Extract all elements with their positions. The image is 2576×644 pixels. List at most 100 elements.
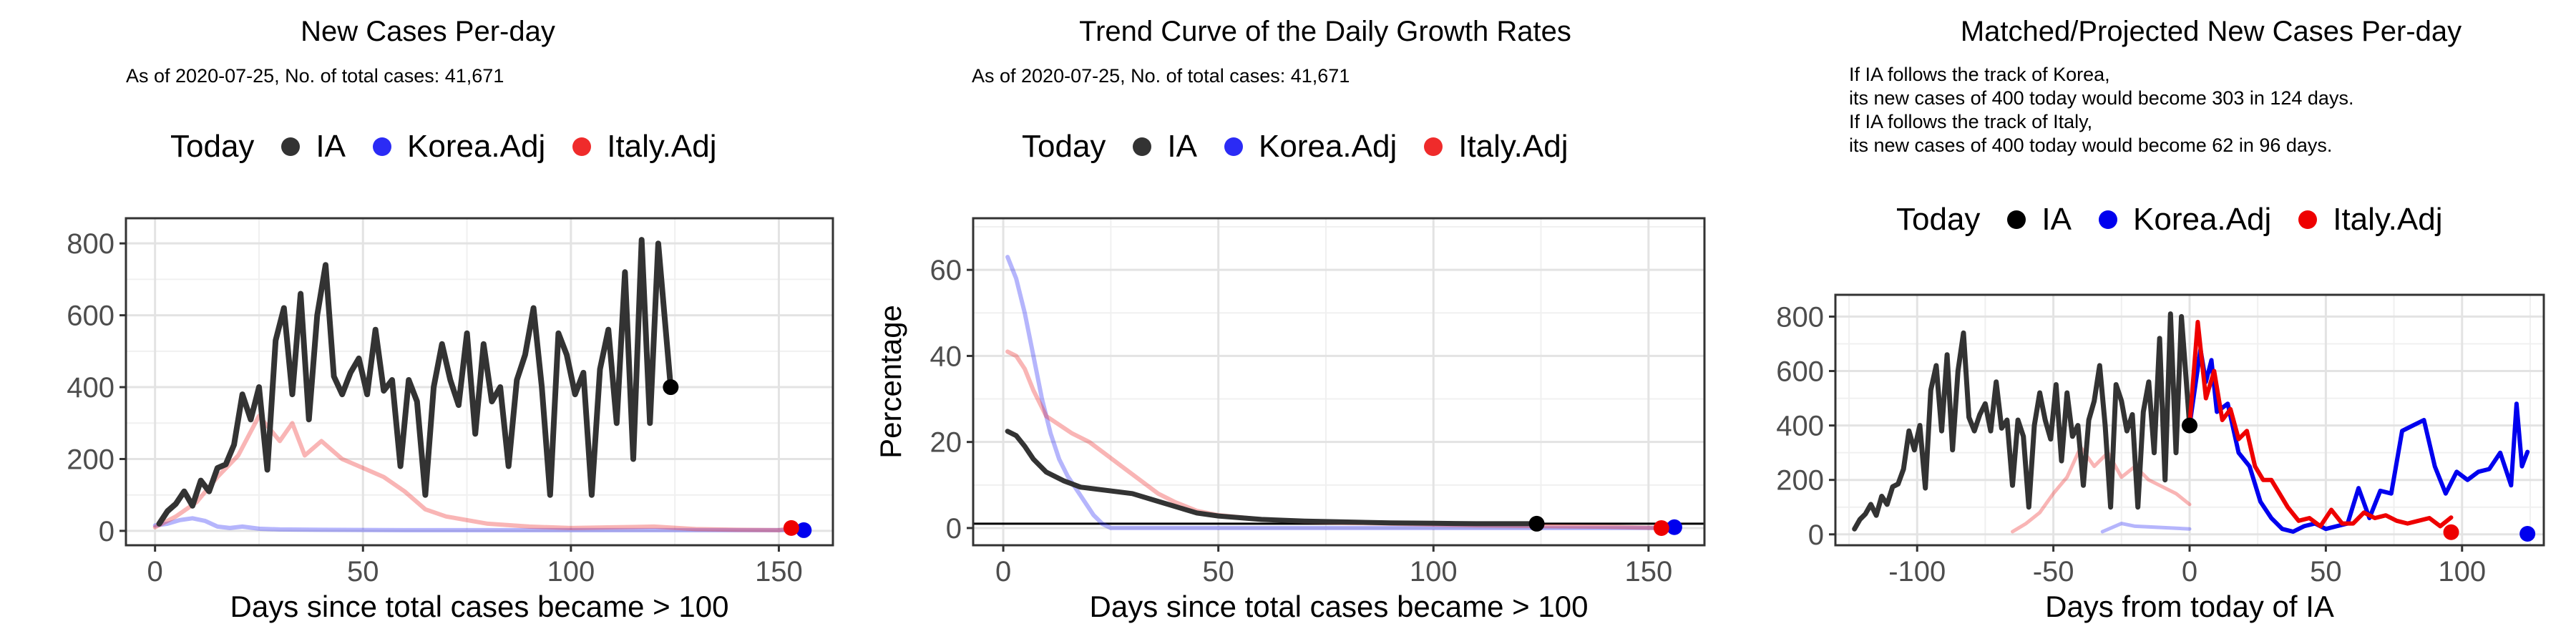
- subtitle-line: If IA follows the track of Korea,: [1849, 64, 2110, 85]
- legend-item-italy: Italy.Adj: [1414, 129, 1568, 165]
- legend-item-italy: Italy.Adj: [2288, 202, 2442, 238]
- y-tick-label: 40: [930, 341, 962, 372]
- legend-key-korea: [2099, 210, 2117, 229]
- legend-key-italy: [1424, 137, 1443, 156]
- x-tick-label: 0: [2182, 556, 2197, 587]
- legend-item-italy: Italy.Adj: [562, 129, 716, 165]
- legend-label-italy: Italy.Adj: [1458, 129, 1568, 164]
- legend-item-ia: IA: [271, 129, 346, 165]
- x-tick-label: 0: [995, 556, 1011, 587]
- plot-border: [1834, 293, 2545, 547]
- chart-legend: Today IA Korea.Adj Italy.Adj: [1896, 202, 2459, 238]
- x-tick-label: 100: [2438, 556, 2486, 587]
- legend-title: Today: [1896, 202, 1981, 237]
- today-point-ia: [1528, 515, 1545, 532]
- plot-matched-projected: -100 -50 0 50 100 0 200 400 600 800 Days from toda…: [1776, 293, 2545, 623]
- chart-title: New Cases Per-day: [301, 16, 555, 47]
- chart-subtitle: If IA follows the track of Korea, its ne…: [1849, 63, 2353, 157]
- subtitle-line: its new cases of 400 today would become …: [1849, 87, 2354, 109]
- panel-new-cases: New Cases Per-day As of 2020-07-25, No. …: [0, 0, 859, 644]
- legend-label-korea: Korea.Adj: [407, 129, 546, 164]
- chart-subtitle: As of 2020-07-25, No. of total cases: 41…: [126, 65, 504, 87]
- series-line-ia: [1852, 311, 2192, 532]
- series-line-korea-adj: [1005, 255, 1677, 530]
- x-tick-label: 100: [547, 556, 595, 587]
- chart-legend: Today IA Korea.Adj Italy.Adj: [1022, 129, 1585, 165]
- x-tick-label: -50: [2033, 556, 2074, 587]
- legend-key-ia: [281, 137, 301, 156]
- legend-item-ia: IA: [1123, 129, 1197, 165]
- today-point-italy-adj: [783, 519, 799, 536]
- plot-growth-rates: 0 50 100 150 0 20 40 60 Days since total cases b…: [874, 217, 1706, 623]
- plot-border: [125, 217, 834, 547]
- y-tick-label: 0: [1808, 519, 1824, 551]
- today-point-korea-adj: [796, 522, 812, 538]
- subtitle-line: its new cases of 400 today would become …: [1849, 135, 2333, 156]
- legend-key-ia: [1133, 137, 1152, 156]
- series-line-italy-adj-matched: [2011, 445, 2192, 534]
- series-group: [152, 237, 806, 532]
- series-line-italy-adj-projected: [2187, 320, 2454, 529]
- x-tick-label: 150: [755, 556, 803, 587]
- chart-title: Matched/Projected New Cases Per-day: [1960, 16, 2462, 47]
- panel-growth-rates: Trend Curve of the Daily Growth Rates As…: [859, 0, 1717, 644]
- x-tick-label: 50: [1202, 556, 1234, 587]
- y-tick-label: 200: [67, 444, 114, 475]
- legend-item-ia: IA: [1997, 202, 2072, 238]
- x-axis-title: Days since total cases became > 100: [1090, 590, 1589, 623]
- x-tick-label: 50: [347, 556, 379, 587]
- y-tick-label: 800: [1776, 301, 1824, 333]
- series-line-ia: [156, 237, 674, 527]
- x-tick-label: 150: [1624, 556, 1672, 587]
- legend-key-korea: [1224, 137, 1243, 156]
- y-tick-label: 600: [67, 301, 114, 332]
- today-point-ia: [2182, 417, 2197, 434]
- subtitle-line: If IA follows the track of Italy,: [1849, 111, 2093, 132]
- legend-label-ia: IA: [2041, 202, 2072, 237]
- y-tick-label: 0: [99, 516, 114, 547]
- legend-title: Today: [170, 129, 255, 164]
- today-point-korea-adj: [2519, 526, 2536, 542]
- y-tick-label: 200: [1776, 465, 1824, 497]
- legend-label-ia: IA: [1167, 129, 1197, 164]
- y-tick-label: 60: [930, 255, 962, 286]
- legend-label-italy: Italy.Adj: [607, 129, 717, 164]
- series-line-korea-adj-projected: [2187, 347, 2530, 534]
- x-tick-label: 0: [147, 556, 163, 587]
- legend-label-korea: Korea.Adj: [2133, 202, 2272, 237]
- chart-subtitle: As of 2020-07-25, No. of total cases: 41…: [972, 65, 1350, 87]
- today-point-italy-adj: [2443, 524, 2459, 540]
- legend-title: Today: [1022, 129, 1106, 164]
- chart-legend: Today IA Korea.Adj Italy.Adj: [170, 129, 733, 165]
- x-axis-title: Days from today of IA: [2045, 590, 2334, 623]
- today-point-korea-adj: [1666, 519, 1682, 535]
- x-tick-label: -100: [1888, 556, 1946, 587]
- series-line-korea-adj-matched: [2100, 522, 2192, 534]
- today-point-ia: [663, 379, 679, 396]
- y-tick-label: 0: [946, 513, 962, 545]
- legend-key-italy: [572, 137, 592, 156]
- y-tick-label: 400: [67, 372, 114, 404]
- legend-key-ia: [2007, 210, 2026, 229]
- y-tick-label: 400: [1776, 411, 1824, 442]
- legend-key-korea: [373, 137, 391, 156]
- x-tick-label: 50: [2310, 556, 2342, 587]
- y-tick-label: 800: [67, 228, 114, 260]
- plot-new-cases: 0 50 100 150 0 200 400 600 800 Days since total c…: [67, 217, 834, 623]
- legend-item-korea: Korea.Adj: [363, 129, 545, 165]
- legend-item-korea: Korea.Adj: [1214, 129, 1397, 165]
- legend-label-korea: Korea.Adj: [1259, 129, 1397, 164]
- y-tick-label: 600: [1776, 356, 1824, 388]
- series-line-korea-adj: [152, 516, 806, 532]
- x-tick-label: 100: [1410, 556, 1458, 587]
- legend-label-ia: IA: [316, 129, 346, 164]
- legend-item-korea: Korea.Adj: [2089, 202, 2271, 238]
- plot-border: [972, 217, 1706, 547]
- x-axis-title: Days since total cases became > 100: [230, 590, 729, 623]
- legend-label-italy: Italy.Adj: [2333, 202, 2443, 237]
- y-axis-title: Percentage: [874, 305, 907, 459]
- y-tick-label: 20: [930, 427, 962, 459]
- series-group: [1852, 311, 2530, 534]
- legend-key-italy: [2298, 210, 2318, 229]
- panel-matched-projected: Matched/Projected New Cases Per-day If I…: [1717, 0, 2576, 644]
